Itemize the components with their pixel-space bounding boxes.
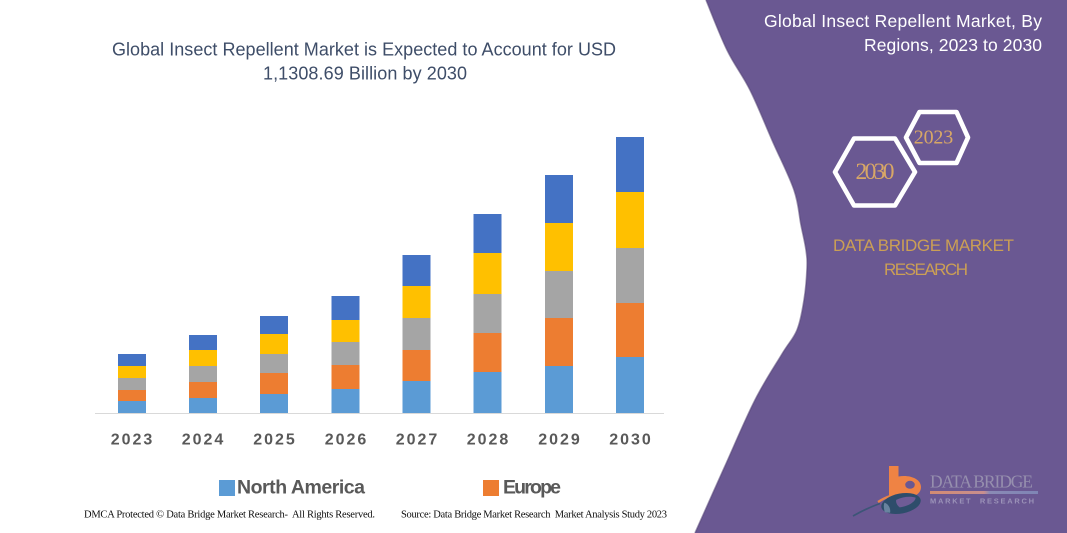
svg-text:MARKET RESEARCH: MARKET RESEARCH bbox=[930, 497, 1034, 506]
svg-text:DATA BRIDGE MARKET: DATA BRIDGE MARKET bbox=[833, 236, 1014, 255]
svg-text:2030: 2030 bbox=[856, 159, 895, 185]
svg-text:2023: 2023 bbox=[111, 432, 153, 449]
svg-text:DMCA Protected © Data Bridge M: DMCA Protected © Data Bridge Market Rese… bbox=[84, 510, 375, 521]
svg-text:Europe: Europe bbox=[503, 477, 561, 499]
svg-text:2025: 2025 bbox=[253, 432, 295, 449]
svg-text:Global Insect Repellent Market: Global Insect Repellent Market, By bbox=[764, 11, 1042, 31]
svg-text:2027: 2027 bbox=[396, 432, 438, 449]
svg-text:RESEARCH: RESEARCH bbox=[884, 260, 968, 279]
svg-text:1,1308.69 Billion by 2030: 1,1308.69 Billion by 2030 bbox=[263, 63, 467, 83]
svg-text:Global Insect Repellent Market: Global Insect Repellent Market is Expect… bbox=[112, 39, 616, 59]
svg-text:2028: 2028 bbox=[467, 432, 509, 449]
svg-text:2024: 2024 bbox=[182, 432, 224, 449]
svg-text:2029: 2029 bbox=[538, 432, 580, 449]
svg-text:2023: 2023 bbox=[914, 127, 954, 149]
svg-text:2030: 2030 bbox=[609, 432, 651, 449]
svg-text:Source: Data Bridge Market Res: Source: Data Bridge Market Research Mark… bbox=[401, 510, 667, 521]
svg-text:2026: 2026 bbox=[325, 432, 367, 449]
svg-text:North America: North America bbox=[237, 477, 365, 499]
svg-text:DATA BRIDGE: DATA BRIDGE bbox=[930, 472, 1033, 492]
svg-text:Regions, 2023 to 2030: Regions, 2023 to 2030 bbox=[864, 35, 1042, 55]
